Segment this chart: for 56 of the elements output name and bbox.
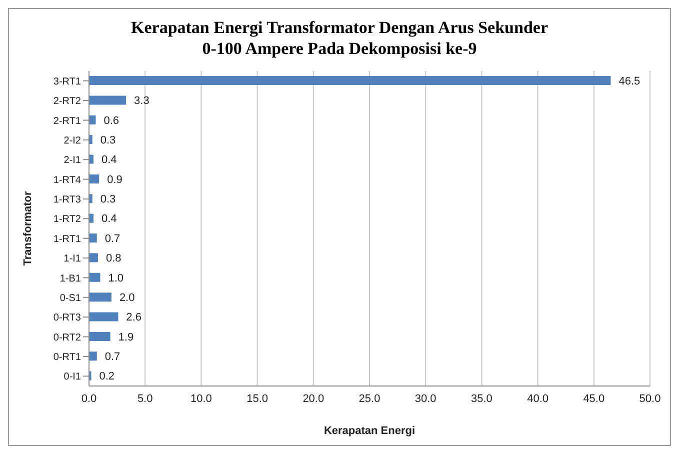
y-tick-label: 2-RT2 bbox=[53, 96, 82, 108]
y-tick-label: 0-RT1 bbox=[53, 352, 82, 364]
y-tick-label: 1-I1 bbox=[64, 254, 82, 265]
data-label: 1.0 bbox=[108, 272, 124, 284]
data-label: 0.2 bbox=[99, 370, 115, 383]
x-tick-label: 25.0 bbox=[358, 392, 380, 405]
bar bbox=[89, 234, 97, 242]
x-tick-label: 5.0 bbox=[137, 392, 153, 405]
y-axis-title: Transformator bbox=[22, 190, 34, 266]
x-tick-label: 20.0 bbox=[302, 392, 324, 405]
y-tick-label: 1-RT1 bbox=[53, 234, 82, 245]
bar bbox=[89, 292, 112, 302]
y-tick-label: 0-RT3 bbox=[53, 312, 82, 324]
data-label: 0.7 bbox=[104, 232, 120, 245]
x-tick-label: 30.0 bbox=[414, 392, 436, 405]
bar bbox=[89, 96, 126, 105]
bar bbox=[89, 312, 118, 322]
bar bbox=[89, 352, 97, 361]
bar bbox=[89, 272, 100, 282]
data-label: 0.4 bbox=[101, 213, 117, 226]
x-tick-label: 45.0 bbox=[583, 392, 605, 405]
x-tick-label: 0.0 bbox=[81, 392, 97, 405]
y-tick-label: 2-I1 bbox=[64, 155, 82, 166]
x-axis-title: Kerapatan Energi bbox=[324, 425, 416, 437]
y-tick-label: 1-B1 bbox=[60, 273, 82, 284]
y-tick-label: 2-I2 bbox=[64, 135, 82, 146]
bar bbox=[89, 253, 98, 262]
bar bbox=[89, 174, 100, 184]
data-label: 0.6 bbox=[104, 114, 120, 127]
y-tick-label: 1-RT2 bbox=[53, 214, 82, 226]
data-label: 0.3 bbox=[100, 194, 116, 206]
bar bbox=[89, 76, 611, 85]
data-label: 1.9 bbox=[118, 331, 134, 344]
bar bbox=[89, 332, 110, 341]
x-tick-label: 10.0 bbox=[190, 392, 212, 405]
data-label: 0.9 bbox=[107, 174, 122, 186]
data-label: 46.5 bbox=[618, 75, 640, 88]
y-tick-label: 0-S1 bbox=[60, 292, 82, 304]
y-tick-label: 2-RT1 bbox=[53, 116, 82, 127]
chart-title: Kerapatan Energi Transformator Dengan Arus Sekunder 0-100 Ampere Pada Dekomposisi ke-9 bbox=[130, 17, 549, 59]
data-label: 0.7 bbox=[104, 351, 120, 364]
y-tick-label: 0-I1 bbox=[64, 372, 82, 383]
y-tick-label: 1-RT3 bbox=[53, 194, 82, 206]
y-tick-label: 3-RT1 bbox=[53, 76, 82, 88]
x-tick-label: 15.0 bbox=[246, 392, 268, 405]
data-label: 2.0 bbox=[119, 292, 135, 304]
data-label: 2.6 bbox=[126, 312, 142, 324]
x-tick-label: 40.0 bbox=[527, 392, 549, 405]
y-tick-label: 1-RT4 bbox=[53, 174, 82, 186]
data-label: 0.3 bbox=[100, 134, 116, 146]
x-tick-label: 35.0 bbox=[470, 392, 492, 405]
data-label: 0.8 bbox=[106, 252, 122, 265]
data-label: 0.4 bbox=[101, 154, 117, 166]
data-label: 3.3 bbox=[134, 95, 150, 108]
y-tick-label: 0-RT2 bbox=[53, 332, 82, 344]
x-tick-label: 50.0 bbox=[639, 392, 661, 405]
